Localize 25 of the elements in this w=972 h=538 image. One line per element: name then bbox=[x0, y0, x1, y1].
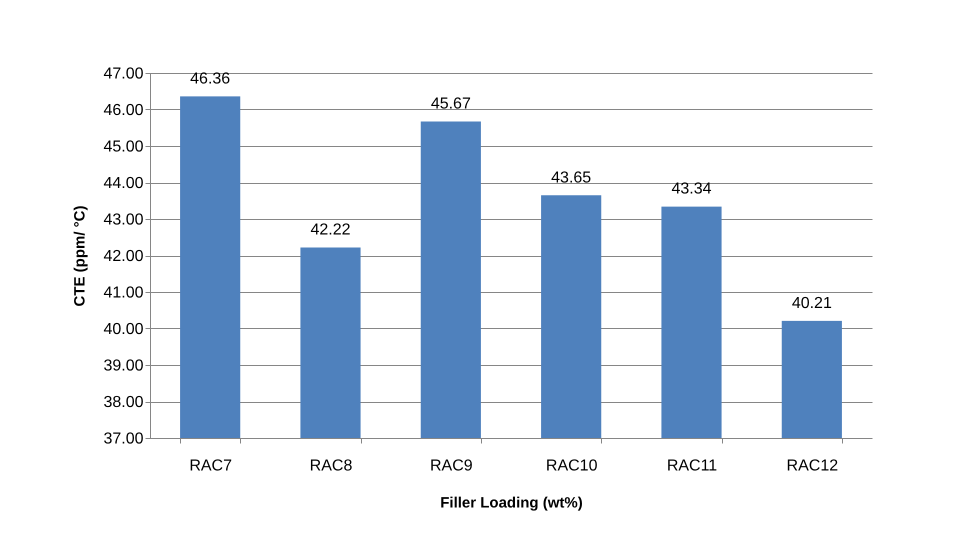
data-label: 40.21 bbox=[792, 294, 832, 312]
y-tick-label: 45.00 bbox=[103, 138, 144, 156]
x-tick-label: RAC9 bbox=[430, 458, 473, 474]
y-tick-label: 47.00 bbox=[103, 66, 144, 82]
data-label: 46.36 bbox=[190, 70, 230, 88]
data-label: 45.67 bbox=[430, 96, 471, 113]
x-tick-label: RAC11 bbox=[666, 458, 718, 474]
y-axis-title: CTE (ppm/ °C) bbox=[71, 206, 88, 306]
y-tick-label: 42.00 bbox=[103, 248, 144, 265]
data-label: 43.34 bbox=[671, 180, 712, 198]
y-tick-label: 39.00 bbox=[103, 358, 144, 374]
data-label: 43.65 bbox=[551, 169, 592, 186]
x-tick-label: RAC12 bbox=[786, 458, 838, 474]
y-tick-label: 41.00 bbox=[103, 284, 144, 302]
data-label: 42.22 bbox=[310, 221, 351, 238]
y-tick-label: 46.00 bbox=[103, 102, 144, 119]
x-tick-label: RAC7 bbox=[189, 458, 232, 474]
x-tick-label: RAC10 bbox=[546, 458, 598, 474]
y-tick-label: 40.00 bbox=[103, 321, 144, 338]
x-axis-title: Filler Loading (wt%) bbox=[440, 494, 583, 512]
x-tick-label: RAC8 bbox=[310, 458, 352, 474]
y-tick-label: 38.00 bbox=[103, 394, 144, 411]
y-tick-label: 37.00 bbox=[103, 430, 144, 448]
y-tick-label: 43.00 bbox=[103, 212, 144, 228]
y-tick-label: 44.00 bbox=[103, 175, 144, 192]
